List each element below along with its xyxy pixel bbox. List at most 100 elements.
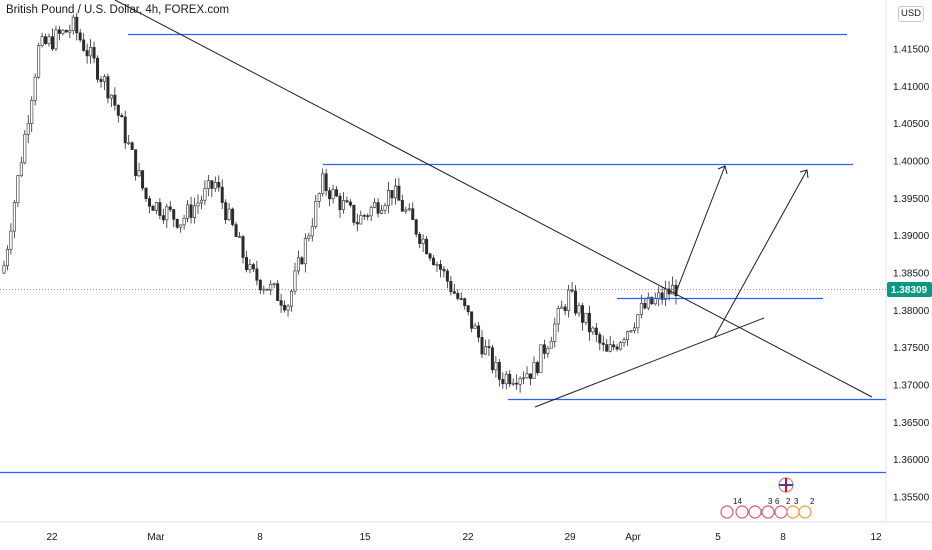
candle-body [497, 362, 501, 380]
candle-body [241, 236, 245, 258]
candle-body [539, 344, 543, 374]
candle-body [251, 264, 255, 270]
candle-body [383, 205, 387, 211]
candle-body [217, 182, 221, 188]
candle-body [425, 238, 429, 255]
candle-body [580, 305, 584, 323]
candle-body [300, 257, 304, 265]
price-tick-label: 1.39000 [893, 231, 930, 242]
time-tick-label: Mar [147, 532, 165, 543]
candle-body [147, 198, 151, 207]
candle-body [501, 379, 505, 385]
candle-body [68, 30, 72, 33]
candle-body [452, 291, 456, 294]
candle-body [19, 162, 23, 176]
candle-body [473, 325, 477, 329]
candle-body [9, 230, 13, 250]
chart-title: British Pound / U.S. Dollar, 4h, FOREX.c… [6, 4, 230, 16]
candle-body [182, 218, 186, 226]
candle-body [12, 202, 16, 232]
currency-button[interactable]: USD [898, 6, 924, 22]
candle-body [303, 238, 307, 265]
candle-body [186, 204, 190, 219]
candle-body [560, 306, 564, 309]
event-count-3: 3 [768, 497, 773, 506]
candle-body [369, 207, 373, 217]
candle-body [653, 297, 657, 305]
projection-arrow-2[interactable] [713, 169, 808, 339]
candle-body [421, 238, 425, 244]
candle-body [123, 116, 127, 144]
candle-body [477, 325, 481, 338]
economic-events[interactable]: 14 3 6 2 3 2 [720, 477, 815, 519]
candle-body [532, 362, 536, 379]
time-tick-label: 5 [715, 532, 721, 543]
candle-body [290, 290, 294, 307]
candle-body [106, 76, 110, 99]
candle-body [612, 344, 616, 348]
event-icons-row[interactable] [720, 505, 812, 519]
candle-body [570, 289, 574, 292]
candle-body [411, 208, 415, 221]
candle-body [380, 209, 384, 214]
time-tick-label: 22 [46, 532, 58, 543]
candle-body [134, 149, 138, 177]
candle-body [508, 373, 512, 385]
candle-body [549, 341, 553, 349]
candle-series [2, 13, 678, 393]
candle-body [137, 170, 141, 177]
candle-body [144, 187, 148, 199]
candle-body [57, 29, 61, 34]
candle-body [594, 327, 598, 335]
ascending-trendline[interactable] [534, 317, 765, 408]
candle-body [199, 199, 203, 204]
candle-body [584, 312, 588, 323]
candle-body [85, 50, 89, 57]
price-tick-label: 1.40500 [893, 119, 930, 130]
candle-body [82, 39, 86, 51]
time-axis[interactable]: 22 Mar 8 15 22 29 Apr 5 8 12 [46, 532, 882, 543]
candle-body [2, 265, 6, 274]
price-tick-label: 1.38000 [893, 306, 930, 317]
candle-body [203, 188, 207, 201]
price-tick-label: 1.38500 [893, 269, 930, 280]
price-tick-label: 1.36000 [893, 455, 930, 466]
candle-body [165, 206, 169, 221]
candle-body [459, 298, 463, 300]
candle-body [563, 306, 567, 311]
candle-body [435, 264, 439, 266]
candle-body [23, 134, 27, 164]
last-price-badge [887, 282, 932, 297]
price-tick-label: 1.40000 [893, 157, 930, 168]
candle-body [636, 314, 640, 329]
candle-body [542, 344, 546, 354]
candle-body [511, 382, 515, 385]
candle-body [172, 209, 176, 220]
price-axis[interactable]: 1.41500 1.41000 1.40500 1.40000 1.39500 1.390… [893, 45, 930, 504]
descending-trendline[interactable] [114, 0, 873, 398]
candle-body [397, 185, 401, 201]
projection-arrow-1[interactable] [674, 165, 726, 296]
candle-body [224, 202, 228, 221]
candle-body [466, 305, 470, 313]
candle-body [54, 29, 58, 50]
candle-body [494, 362, 498, 371]
candle-body [293, 270, 297, 292]
candle-body [40, 36, 44, 46]
candle-body [234, 224, 238, 237]
candle-body [463, 298, 467, 306]
price-tick-label: 1.37000 [893, 381, 930, 392]
candle-body [227, 208, 231, 221]
candle-body [535, 362, 539, 374]
flag-icon[interactable] [778, 477, 794, 493]
candle-body [310, 226, 314, 237]
time-tick-label: 8 [257, 532, 263, 543]
candle-body [92, 47, 96, 59]
candle-body [587, 312, 591, 333]
event-count-2: 2 [786, 497, 791, 506]
candle-body [362, 215, 366, 217]
candle-body [64, 29, 68, 33]
candle-body [366, 215, 370, 217]
candle-body [210, 180, 214, 189]
